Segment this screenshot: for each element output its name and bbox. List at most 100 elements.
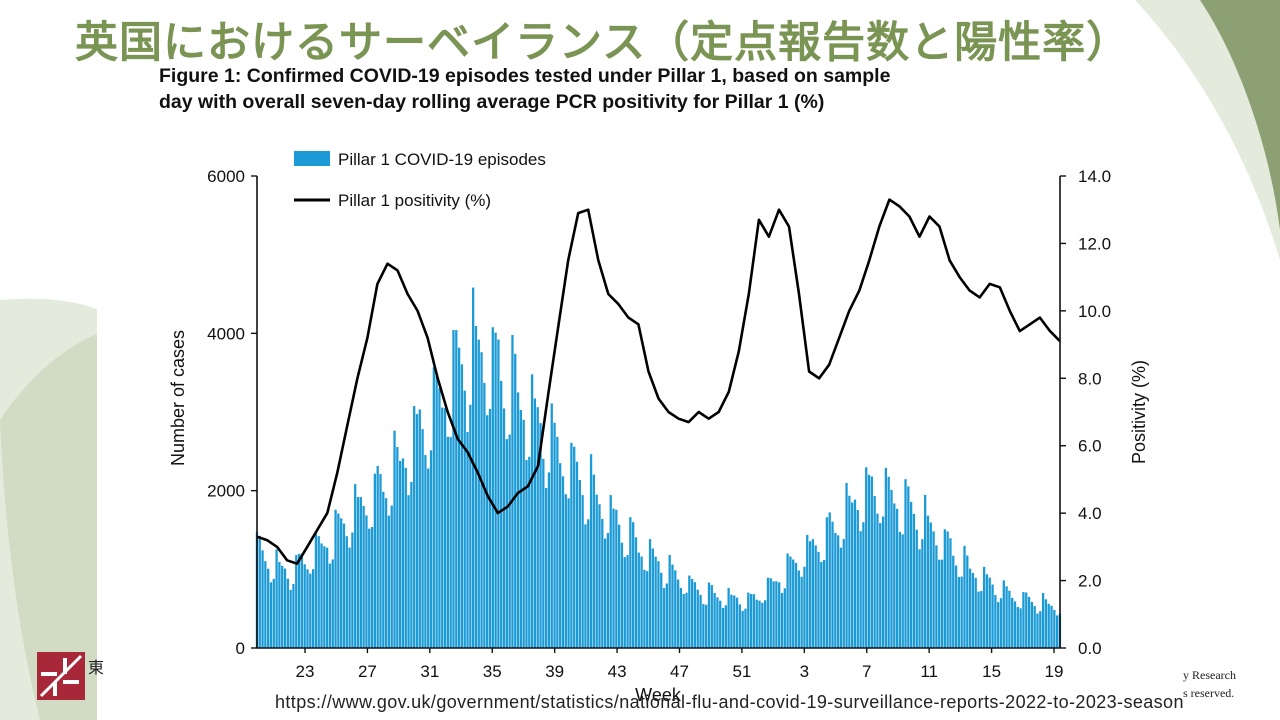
- episode-bar: [932, 531, 935, 648]
- episode-bar: [806, 534, 809, 648]
- episode-bar: [516, 392, 520, 648]
- figure-caption-line-2: day with overall seven-day rolling avera…: [159, 91, 825, 113]
- x-tick-label: 27: [358, 662, 377, 681]
- episode-bar: [334, 509, 337, 648]
- episode-bar: [1047, 603, 1050, 648]
- episode-bar: [469, 404, 472, 648]
- left-tick-label: 6000: [207, 167, 245, 186]
- episode-bar: [780, 592, 784, 648]
- episode-bar: [382, 491, 385, 648]
- episode-bar: [261, 550, 264, 648]
- episode-bar: [676, 579, 680, 648]
- x-tick-label: 35: [483, 662, 502, 681]
- right-tick-label: 0.0: [1078, 639, 1102, 658]
- episode-bar: [960, 576, 963, 648]
- episode-bar: [851, 502, 854, 648]
- episode-bar: [584, 524, 587, 648]
- episode-bar: [895, 508, 899, 648]
- episode-bar: [575, 461, 579, 648]
- episode-bar: [314, 533, 318, 648]
- episode-bar: [533, 398, 537, 648]
- episode-bar: [373, 473, 377, 648]
- right-axis-title: Positivity (%): [1129, 360, 1149, 464]
- footer-note-research: y Research: [1183, 668, 1236, 682]
- right-tick-label: 6.0: [1078, 437, 1102, 456]
- x-tick-label: 43: [608, 662, 627, 681]
- episode-bar: [359, 497, 362, 648]
- episode-bar: [654, 556, 657, 648]
- episode-bar: [348, 547, 351, 648]
- episode-bar: [309, 573, 312, 648]
- episode-bar: [811, 539, 815, 648]
- episode-bar: [716, 597, 719, 648]
- right-tick-label: 10.0: [1078, 302, 1111, 321]
- episode-bar: [713, 592, 716, 648]
- episode-bar: [749, 593, 753, 648]
- episode-bar: [421, 429, 424, 648]
- episode-bar: [646, 571, 649, 648]
- x-tick-label: 51: [732, 662, 751, 681]
- episode-bar: [340, 518, 343, 648]
- episode-bar: [1036, 613, 1039, 648]
- episode-bar: [1041, 592, 1045, 648]
- episode-bar: [752, 594, 756, 648]
- episode-bar: [415, 414, 419, 648]
- episode-bar: [620, 542, 624, 648]
- episode-bar: [581, 495, 584, 648]
- episode-bar: [822, 560, 826, 648]
- episode-bar: [1013, 601, 1017, 648]
- episode-bar: [1039, 611, 1042, 648]
- episode-bar: [848, 495, 851, 648]
- episode-bar: [761, 602, 764, 648]
- left-axis-ticks: 0 2000 4000 6000: [207, 167, 257, 658]
- episode-bar: [800, 576, 803, 648]
- episode-bar: [685, 592, 688, 648]
- episode-bar: [904, 479, 907, 648]
- logo-text: 東: [88, 658, 105, 677]
- episode-bar: [609, 495, 612, 648]
- episode-bar: [603, 538, 607, 648]
- episode-bar: [477, 339, 480, 648]
- episode-bar: [272, 578, 275, 648]
- episode-bar: [559, 463, 562, 648]
- episode-bar: [292, 584, 295, 648]
- episode-bar: [690, 579, 694, 648]
- episode-bar: [488, 408, 492, 648]
- episode-bar: [789, 556, 792, 648]
- episode-bar: [539, 423, 542, 648]
- episode-bar: [915, 529, 918, 648]
- episode-bar: [719, 600, 722, 648]
- episode-bar: [952, 555, 955, 648]
- episode-bar: [982, 566, 986, 648]
- episode-bar: [564, 494, 567, 648]
- episode-bar: [413, 406, 416, 648]
- x-tick-label: 3: [800, 662, 809, 681]
- episode-bar: [331, 559, 334, 648]
- episode-bar: [963, 545, 966, 648]
- episode-bar: [744, 608, 747, 648]
- episode-bar: [1002, 580, 1005, 648]
- episode-bar: [879, 523, 882, 648]
- episode-bar: [592, 474, 596, 648]
- episode-bar: [365, 515, 368, 648]
- episode-bar: [578, 480, 581, 648]
- episode-bar: [1005, 586, 1008, 648]
- episode-bar: [500, 380, 503, 648]
- episode-bar: [648, 539, 652, 648]
- episode-bar: [544, 487, 548, 648]
- episode-bar: [772, 581, 775, 648]
- episode-bar: [435, 374, 438, 648]
- institution-logo: [37, 652, 85, 700]
- episode-bar: [432, 367, 435, 648]
- x-tick-label: 19: [1045, 662, 1064, 681]
- episode-bar: [999, 598, 1003, 648]
- episode-bar: [991, 584, 994, 648]
- episode-bar: [747, 592, 750, 648]
- episode-bar: [887, 476, 890, 648]
- episode-bar: [466, 431, 469, 648]
- episode-bar: [836, 535, 840, 648]
- episode-bar: [345, 536, 348, 648]
- episode-bar: [342, 523, 346, 648]
- episode-bar: [755, 599, 758, 648]
- episode-bar: [483, 382, 486, 648]
